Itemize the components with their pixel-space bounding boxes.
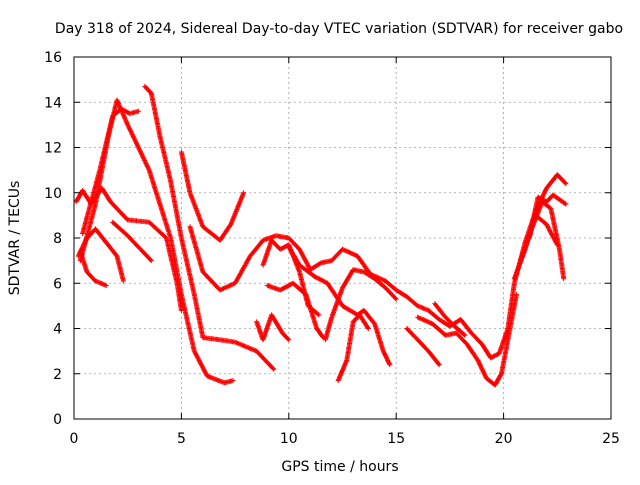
y-tick-label: 8: [53, 231, 62, 247]
y-tick-label: 14: [44, 95, 62, 111]
chart-title: Day 318 of 2024, Sidereal Day-to-day VTE…: [55, 21, 623, 37]
series-arc-14: [335, 312, 371, 383]
series-arc-7: [110, 219, 154, 264]
y-tick-label: 0: [53, 412, 62, 428]
series-arc-21: [526, 192, 569, 241]
series-markers: [75, 226, 126, 284]
x-tick-label: 20: [495, 431, 513, 447]
y-tick-label: 12: [44, 141, 62, 157]
series-markers: [77, 249, 109, 288]
data-layer: [73, 83, 569, 388]
x-tick-label: 10: [280, 431, 298, 447]
series-markers: [322, 267, 399, 343]
x-axis-label: GPS time / hours: [281, 459, 398, 475]
x-tick-label: 5: [177, 431, 186, 447]
series-markers: [415, 292, 519, 388]
series-markers: [80, 106, 141, 236]
series-markers: [110, 219, 154, 264]
series-markers: [254, 312, 292, 343]
series-markers: [286, 244, 393, 368]
axis-layer: 0 5 10 15 20 25 0 2 4 6 8 10 12 14 16: [44, 50, 620, 447]
y-axis-label: SDTVAR / TECUs: [7, 181, 23, 296]
y-tick-label: 16: [44, 50, 62, 66]
series-arc-16: [404, 326, 442, 368]
series-arc-3: [142, 83, 277, 372]
y-tick-label: 10: [44, 186, 62, 202]
series-arc-6: [77, 249, 109, 288]
series-markers: [264, 280, 326, 341]
series-markers: [404, 326, 442, 368]
series-arc-20: [518, 199, 567, 282]
series-arc-2: [80, 106, 141, 236]
series-arc-13: [286, 244, 393, 368]
x-tick-label: 0: [70, 431, 79, 447]
series-arc-8: [178, 149, 247, 243]
series-arc-11: [264, 280, 326, 341]
series-arc-5: [75, 226, 126, 284]
series-markers: [178, 149, 247, 243]
series-arc-4: [73, 185, 184, 313]
y-tick-label: 2: [53, 367, 62, 383]
series-markers: [73, 185, 184, 313]
y-tick-label: 4: [53, 322, 62, 338]
x-tick-label: 25: [602, 431, 620, 447]
x-tick-label: 15: [387, 431, 405, 447]
series-arc-17: [415, 292, 519, 388]
series-markers: [77, 97, 236, 386]
y-tick-label: 6: [53, 276, 62, 292]
series-markers: [518, 199, 567, 282]
series-markers: [526, 192, 569, 241]
series-markers: [142, 83, 277, 372]
series-arc-12: [254, 312, 292, 343]
series-markers: [335, 312, 371, 383]
series-markers: [432, 301, 468, 338]
series-arc-1: [77, 97, 236, 386]
series-arc-18: [432, 301, 468, 338]
series-arc-15: [322, 267, 399, 343]
